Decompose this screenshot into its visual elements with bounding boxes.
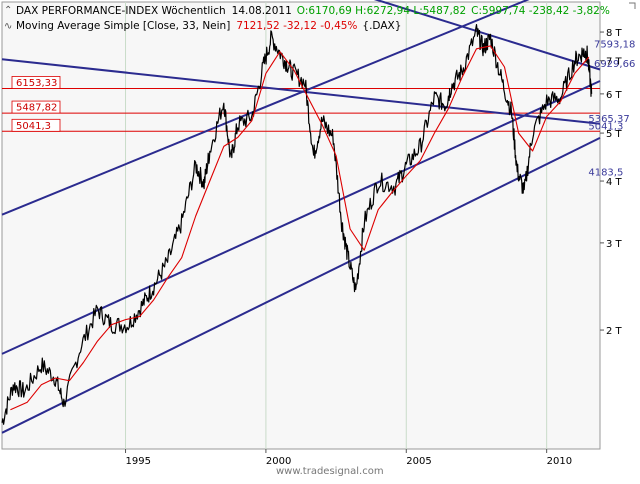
ma-symbol: {.DAX} — [362, 20, 401, 32]
annotation-label-4: 4183,5 — [588, 167, 623, 178]
level-label-box-1 — [11, 100, 61, 114]
level-label-1: 5487,82 — [16, 103, 57, 114]
price-close: C:5997,74 -238,42 -3,82% — [471, 5, 610, 17]
level-label-box-2 — [11, 118, 61, 132]
chart-collapse-icon[interactable]: ⌃ — [4, 5, 12, 16]
series-legend-ma: Moving Average Simple [Close, 33, Nein] 7… — [16, 20, 401, 32]
trendlines — [1, 0, 601, 434]
annotation-label-2: 5365,37 — [588, 114, 629, 125]
x-tick-label-2010: 2010 — [547, 456, 572, 467]
trendline-descending_upper — [373, 0, 601, 71]
watermark-text: www.tradesignal.com — [276, 466, 384, 477]
series — [1, 24, 593, 425]
x-tick-label-2005: 2005 — [406, 456, 431, 467]
y-tick-label-2000: 2 T — [606, 326, 623, 337]
plot-area — [1, 1, 601, 450]
level-label-box-0 — [11, 76, 61, 89]
y-tick-label-4000: 4 T — [606, 177, 623, 188]
y-axis: 2 T 3 T 4 T 5 T 6 T 7 T 8 T — [600, 28, 623, 337]
y-tick-label-3000: 3 T — [606, 239, 623, 250]
trendline-descending_lower — [1, 58, 601, 125]
y-tick-label-7000: 7 T — [606, 57, 623, 68]
y-tick-label-8000: 8 T — [606, 28, 623, 39]
level-label-2: 5041,3 — [16, 121, 51, 132]
ma-series-name: Moving Average Simple [Close, 33, Nein] — [16, 20, 230, 32]
gridlines — [125, 2, 548, 449]
x-tick-label-1995: 1995 — [126, 456, 151, 467]
price-series-name: DAX PERFORMANCE-INDEX Wöchentlich — [16, 5, 226, 17]
series-legend-price: DAX PERFORMANCE-INDEX Wöchentlich 14.08.2… — [16, 5, 610, 17]
ma-icon: ∿ — [4, 21, 12, 32]
annotation-label-3: 5041,3 — [588, 121, 623, 132]
ma-value: 7121,52 -32,12 -0,45% — [236, 20, 357, 32]
level-label-0: 6153,33 — [16, 78, 57, 89]
x-axis: 1995 2000 2005 2010 — [125, 449, 572, 467]
y-tick-label-6000: 6 T — [606, 90, 623, 101]
trendline-channel_low — [1, 137, 601, 434]
y-tick-label-5000: 5 T — [606, 129, 623, 140]
series-price-line — [1, 24, 593, 425]
scale-toggle-icon[interactable] — [629, 2, 636, 9]
series-moving-average-line — [10, 45, 590, 411]
price-date: 14.08.2011 — [232, 5, 292, 17]
annotation-label-0: 7593,18 — [594, 39, 635, 50]
price-ohlc: O:6170,69 H:6272,94 L:5487,82 — [297, 5, 466, 17]
x-tick-label-2000: 2000 — [266, 456, 291, 467]
annotation-label-1: 6929,66 — [594, 59, 635, 70]
